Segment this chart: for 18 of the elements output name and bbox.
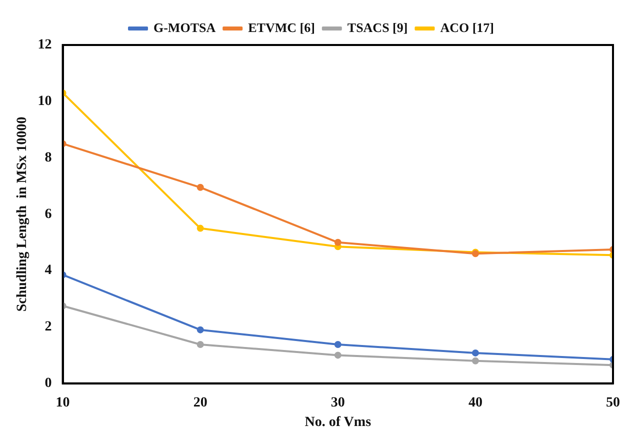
x-axis-title: No. of Vms: [304, 415, 372, 430]
y-tick-label: 6: [44, 206, 52, 222]
x-tick-label: 20: [193, 395, 208, 410]
x-tick-label: 30: [330, 395, 345, 410]
x-tick-label: 10: [56, 395, 70, 410]
legend-label: ETVMC [6]: [248, 20, 315, 35]
y-tick-label: 8: [44, 150, 52, 166]
y-tick-label: 12: [38, 38, 52, 53]
y-tick-label: 4: [44, 263, 52, 278]
y-tick-label: 0: [44, 376, 52, 392]
legend-label: TSACS [9]: [347, 20, 408, 35]
legend-label: ACO [17]: [440, 20, 494, 35]
x-tick-label: 40: [468, 395, 482, 410]
x-tick-label: 50: [606, 395, 620, 410]
y-tick-label: 10: [38, 94, 52, 110]
y-axis-title: Schudling Length in MSx 10000: [15, 116, 30, 312]
legend-label: G-MOTSA: [153, 20, 216, 35]
y-tick-label: 2: [44, 320, 52, 335]
